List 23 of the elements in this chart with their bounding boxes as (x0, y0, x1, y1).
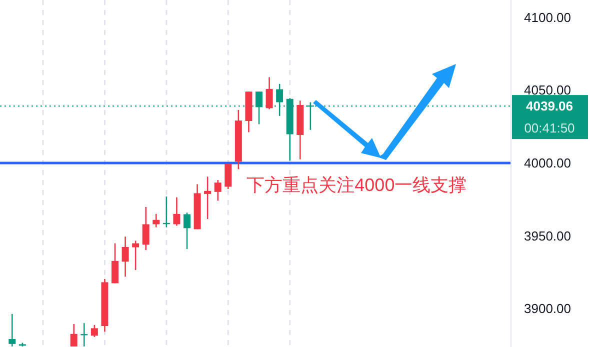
candlestick (8, 313, 16, 347)
candlestick (184, 212, 190, 250)
candlestick (224, 163, 232, 190)
annotation: 下方重点关注4000一线支撑 (246, 174, 467, 195)
candlestick (266, 76, 273, 110)
y-tick-label: 4000.00 (524, 155, 571, 170)
text: 00:41:50 (524, 120, 575, 136)
candlestick (132, 240, 140, 271)
candlestick (256, 90, 262, 125)
ref-line-label: 4039.06 (526, 98, 573, 114)
candlestick (112, 242, 118, 284)
candlestick (173, 196, 180, 226)
candlestick (142, 206, 150, 251)
y-tick-label: 3900.00 (524, 301, 571, 316)
candlestick (122, 236, 129, 278)
candlestick (70, 323, 78, 347)
y-tick-label: 4050.00 (524, 82, 571, 98)
candlestick (152, 213, 160, 228)
candlestick (214, 179, 222, 202)
y-tick-label: 4100.00 (524, 10, 571, 25)
candlestick (204, 176, 212, 220)
candlestick (90, 324, 98, 338)
y-tick-label: 3950.00 (524, 228, 571, 244)
